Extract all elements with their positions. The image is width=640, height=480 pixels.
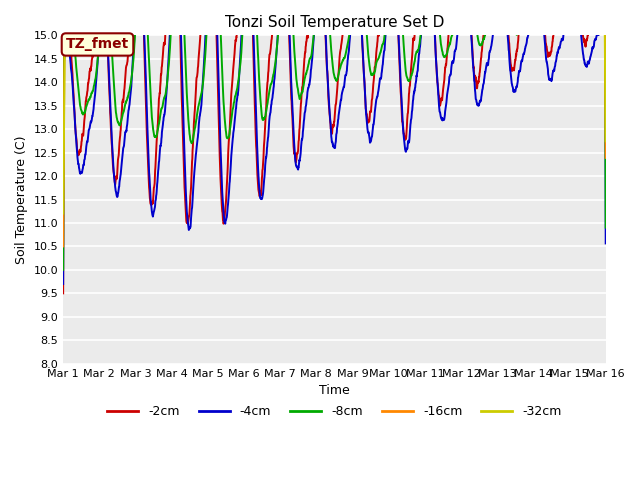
-2cm	[569, 9, 577, 15]
-4cm	[492, 9, 500, 15]
Title: Tonzi Soil Temperature Set D: Tonzi Soil Temperature Set D	[225, 15, 444, 30]
-16cm	[569, 9, 577, 15]
-4cm	[350, 9, 358, 15]
-4cm	[98, 9, 106, 15]
-2cm	[211, 9, 218, 15]
-8cm	[569, 9, 577, 15]
-32cm	[569, 9, 577, 15]
-16cm	[362, 9, 370, 15]
-32cm	[602, 138, 609, 144]
X-axis label: Time: Time	[319, 384, 350, 397]
-32cm	[61, 9, 69, 15]
-32cm	[350, 9, 358, 15]
-32cm	[211, 9, 218, 15]
-16cm	[350, 9, 358, 15]
-16cm	[492, 9, 500, 15]
-4cm	[554, 50, 562, 56]
-8cm	[211, 9, 218, 15]
-2cm	[602, 102, 609, 108]
Line: -32cm: -32cm	[63, 12, 605, 214]
Y-axis label: Soil Temperature (C): Soil Temperature (C)	[15, 135, 28, 264]
Text: TZ_fmet: TZ_fmet	[66, 37, 129, 51]
-8cm	[98, 9, 106, 15]
-8cm	[60, 267, 67, 273]
-32cm	[60, 211, 67, 216]
-8cm	[492, 9, 500, 15]
Line: -8cm: -8cm	[63, 12, 605, 270]
-2cm	[362, 107, 370, 112]
-4cm	[211, 9, 218, 15]
-8cm	[362, 21, 370, 27]
-16cm	[61, 9, 68, 15]
-2cm	[554, 9, 562, 15]
-32cm	[554, 9, 562, 15]
-16cm	[554, 9, 562, 15]
-4cm	[60, 281, 67, 287]
-8cm	[350, 9, 358, 15]
Line: -16cm: -16cm	[63, 12, 605, 246]
-8cm	[602, 225, 609, 230]
-2cm	[350, 9, 358, 15]
-8cm	[554, 11, 562, 17]
Legend: -2cm, -4cm, -8cm, -16cm, -32cm: -2cm, -4cm, -8cm, -16cm, -32cm	[102, 400, 567, 423]
-32cm	[492, 9, 500, 15]
-2cm	[60, 9, 68, 15]
-4cm	[569, 9, 577, 15]
-32cm	[362, 9, 370, 15]
-16cm	[60, 243, 67, 249]
-16cm	[602, 155, 609, 161]
-2cm	[60, 290, 67, 296]
-4cm	[602, 240, 609, 246]
-16cm	[211, 9, 218, 15]
Line: -4cm: -4cm	[63, 12, 605, 284]
-4cm	[362, 109, 370, 115]
Line: -2cm: -2cm	[63, 12, 605, 293]
-2cm	[492, 9, 500, 15]
